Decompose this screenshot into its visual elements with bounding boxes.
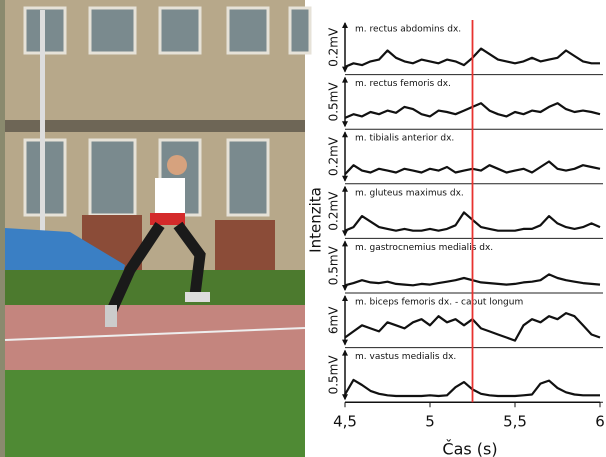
x-axis-label: Čas (s) [442, 440, 497, 457]
panel-title: m. vastus medialis dx. [355, 352, 456, 362]
panel-title: m. rectus femoris dx. [355, 79, 451, 89]
panel-title: m. gluteus maximus dx. [355, 188, 464, 198]
x-tick-label: 5,5 [503, 413, 527, 431]
x-tick-label: 4,5 [333, 413, 357, 431]
scale-label: 0.2mV [327, 27, 341, 67]
hedge [5, 270, 305, 310]
panel-title: m. rectus abdomins dx. [355, 25, 461, 35]
figure: Intenzita Čas (s) m. rectus abdomins dx.… [0, 0, 606, 457]
scale-label: 0.2mV [327, 191, 341, 231]
grass [5, 370, 305, 457]
scale-label: 0.5mV [327, 245, 341, 285]
x-tick-label: 6 [595, 413, 605, 431]
panel-title: m. tibialis anterior dx. [355, 134, 454, 144]
panel-title: m. biceps femoris dx. - caput longum [355, 298, 523, 308]
scale-label: 0.5mV [327, 82, 341, 122]
scale-label: 0.5mV [327, 355, 341, 395]
ledge [5, 120, 305, 132]
scale-label: 0.2mV [327, 136, 341, 176]
scale-label: 6mV [327, 306, 341, 334]
x-tick-label: 5 [425, 413, 435, 431]
y-axis-label: Intenzita [307, 187, 325, 253]
photo [0, 0, 310, 457]
emg-chart: Intenzita Čas (s) m. rectus abdomins dx.… [307, 20, 605, 457]
